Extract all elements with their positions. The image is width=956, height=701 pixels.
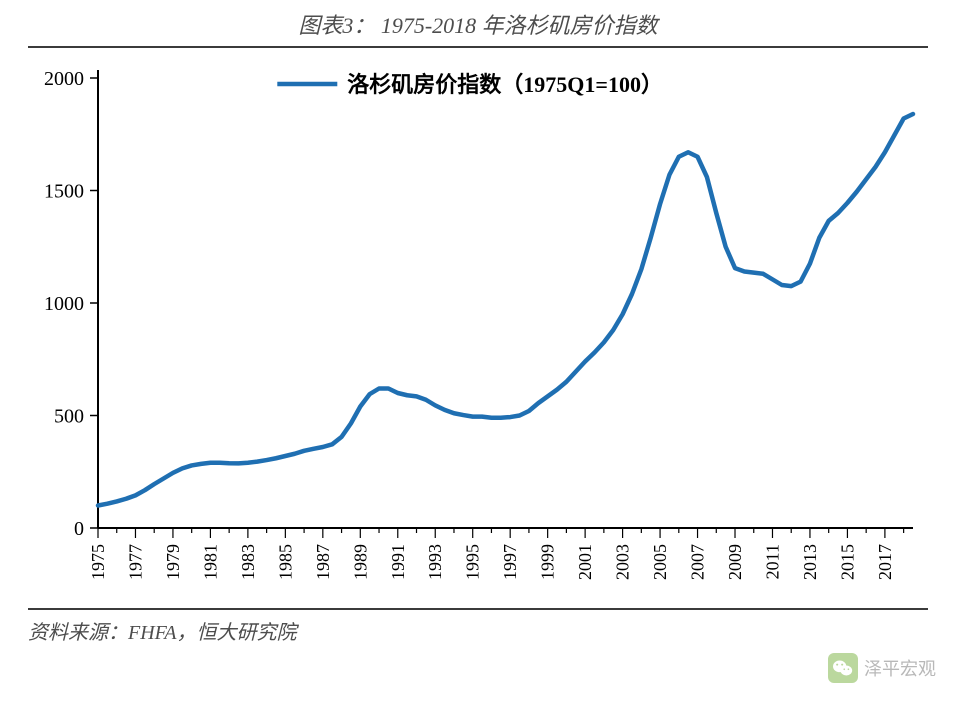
svg-text:2005: 2005 [650,544,670,580]
svg-text:2000: 2000 [44,68,84,90]
svg-text:1997: 1997 [500,544,520,580]
svg-text:2017: 2017 [875,544,895,580]
svg-text:1987: 1987 [313,544,333,580]
watermark: 泽平宏观 [828,653,936,683]
svg-text:2011: 2011 [762,544,782,579]
svg-text:2007: 2007 [688,544,708,580]
svg-text:1993: 1993 [425,544,445,580]
svg-text:2001: 2001 [575,544,595,580]
watermark-text: 泽平宏观 [864,655,936,681]
chart-title: 图表3： 1975-2018 年洛杉矶房价指数 [28,0,928,48]
svg-text:1000: 1000 [44,293,84,315]
svg-text:1989: 1989 [350,544,370,580]
svg-text:1983: 1983 [238,544,258,580]
svg-text:1995: 1995 [463,544,483,580]
svg-text:0: 0 [74,518,84,540]
svg-text:1981: 1981 [200,544,220,580]
svg-text:2015: 2015 [837,544,857,580]
svg-text:洛杉矶房价指数（1975Q1=100）: 洛杉矶房价指数（1975Q1=100） [347,72,663,97]
svg-text:1991: 1991 [388,544,408,580]
svg-text:1975: 1975 [88,544,108,580]
svg-text:1977: 1977 [125,544,145,580]
chart-area: 0 500 1000 1500 2000 1975 1977 1979 1981 1983 1985… [28,48,928,608]
svg-text:1500: 1500 [44,181,84,203]
svg-text:2013: 2013 [800,544,820,580]
svg-text:2003: 2003 [613,544,633,580]
wechat-icon [828,653,858,683]
svg-text:500: 500 [54,406,84,428]
svg-text:1999: 1999 [538,544,558,580]
svg-text:1985: 1985 [275,544,295,580]
source-text: 资料来源：FHFA，恒大研究院 [28,608,928,645]
svg-text:1979: 1979 [163,544,183,580]
svg-text:2009: 2009 [725,544,745,580]
